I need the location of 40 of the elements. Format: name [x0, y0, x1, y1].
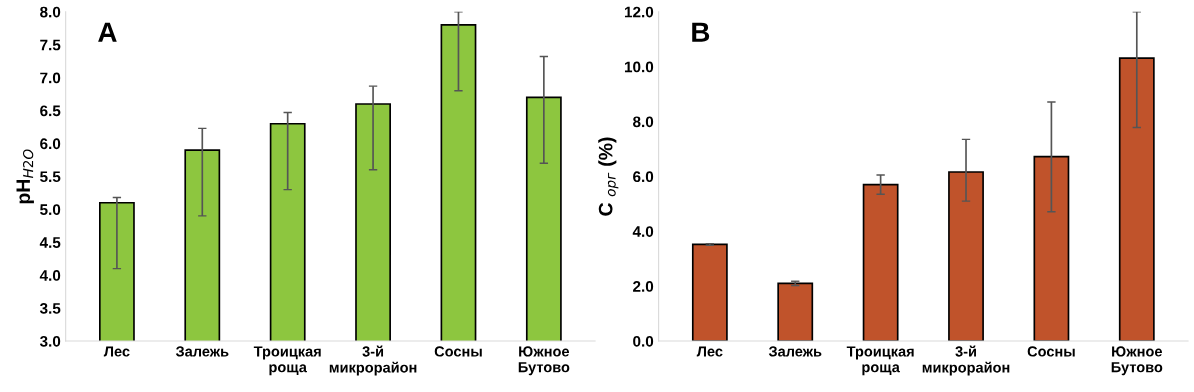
annotation: A [98, 22, 117, 42]
y-tick-label: 5.5 [40, 171, 61, 183]
y-tick-label: 0.0 [633, 335, 654, 347]
bar [1118, 57, 1155, 342]
y-tick-label: 5.0 [40, 204, 61, 216]
y-tick-label: 10.0 [624, 61, 654, 73]
y-tick-label: 4.5 [39, 237, 61, 248]
bar [777, 282, 814, 342]
y-tick-label: 7.5 [40, 39, 61, 51]
y-tick-label: 2.0 [633, 281, 654, 292]
y-tick-label: 7.0 [40, 72, 61, 84]
x-tick-label: Троицкая роща [253, 346, 321, 376]
y-tick-label: 3.0 [39, 335, 61, 347]
y-axis-title: C $_{орг}$ (%) [598, 137, 619, 216]
y-tick-label: 4.0 [39, 270, 61, 281]
x-tick-label: 3-й микрорайон [922, 345, 1010, 376]
bar [1033, 155, 1070, 342]
y-tick-label: 3.5 [39, 302, 61, 314]
y-axis-title: pH$_{H2O}$ [16, 149, 34, 204]
x-tick-label: Лес [103, 346, 130, 357]
y-tick-label: 12.0 [624, 6, 654, 18]
x-tick-label: Лес [696, 346, 723, 357]
y-tick-label: 6.0 [40, 138, 61, 150]
x-tick-label: Южное Бутово [1111, 346, 1163, 376]
x-tick-label: Троицкая роща [846, 346, 914, 376]
y-tick-label: 8.0 [40, 6, 61, 18]
annotation: B [692, 22, 710, 42]
x-tick-label: Сосны [1027, 346, 1075, 357]
x-tick-label: Южное Бутово [518, 346, 570, 376]
bar [691, 243, 728, 342]
x-tick-label: Залежь [768, 346, 822, 357]
y-tick-label: 8.0 [633, 116, 654, 128]
y-tick-label: 6.5 [40, 105, 61, 117]
x-tick-label: Сосны [434, 346, 482, 357]
x-tick-label: 3-й микрорайон [329, 345, 417, 376]
bar [862, 183, 899, 342]
x-tick-label: Залежь [175, 346, 229, 357]
y-tick-label: 6.0 [633, 171, 654, 183]
bar [948, 171, 984, 342]
y-tick-label: 4.0 [632, 226, 654, 237]
